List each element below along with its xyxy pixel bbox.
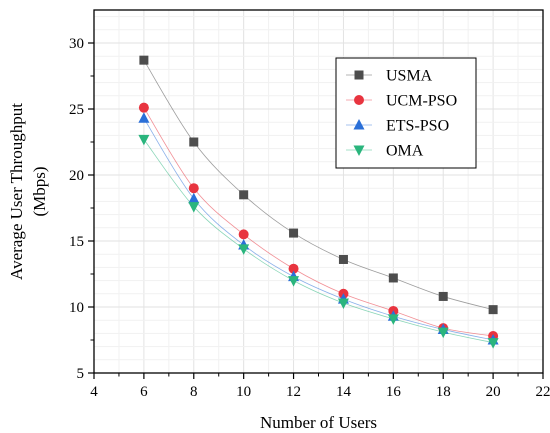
x-tick-label: 8	[190, 384, 198, 400]
legend-item-ets-pso: ETS-PSO	[346, 118, 449, 135]
data-point-usma	[289, 228, 299, 238]
x-tick-label: 18	[436, 384, 451, 400]
data-point-ets-pso	[188, 192, 200, 204]
y-tick-label: 25	[69, 102, 84, 118]
x-tick-label: 16	[386, 384, 402, 400]
series-usma	[139, 55, 498, 315]
data-point-usma	[139, 55, 149, 65]
y-axis-title-line-1: Average User Throughput	[7, 103, 26, 280]
legend-marker-ucm-pso	[354, 95, 364, 105]
plot-series	[138, 55, 499, 349]
y-tick-label: 15	[69, 234, 84, 250]
data-point-oma	[387, 314, 399, 325]
data-point-oma	[188, 202, 200, 213]
legend-marker-ets-pso	[353, 119, 365, 130]
legend-item-usma: USMA	[346, 68, 433, 85]
x-tick-label: 10	[236, 384, 251, 400]
legend-label: OMA	[386, 143, 424, 160]
legend-marker-oma	[353, 145, 365, 156]
legend-label: USMA	[386, 68, 433, 85]
x-tick-label: 12	[286, 384, 301, 400]
data-point-oma	[487, 338, 499, 349]
x-tick-label: 20	[486, 384, 501, 400]
legend-item-ucm-pso: UCM-PSO	[346, 93, 457, 110]
data-point-usma	[488, 305, 498, 315]
data-point-oma	[288, 276, 300, 287]
x-tick-label: 4	[90, 384, 98, 400]
x-tick-label: 6	[140, 384, 148, 400]
legend: USMA UCM-PSO ETS-PSO OMA	[335, 57, 477, 169]
x-tick-label: 14	[336, 384, 352, 400]
data-point-usma	[338, 254, 348, 264]
x-axis-title: Number of Users	[260, 413, 377, 432]
data-point-ucm-pso	[188, 183, 199, 194]
legend-label: UCM-PSO	[386, 93, 457, 110]
data-point-usma	[438, 291, 448, 301]
data-point-oma	[138, 134, 150, 146]
data-point-ucm-pso	[138, 102, 149, 113]
data-point-usma	[239, 190, 249, 200]
axis-ticks: 4 6 8 10 12 14 16 18 20 22 5 10 15 20 25 30	[69, 36, 550, 400]
legend-marker-usma	[354, 70, 364, 80]
x-tick-label: 22	[536, 384, 550, 400]
data-point-usma	[189, 137, 199, 147]
y-tick-label: 30	[69, 36, 84, 52]
y-axis-title-line-2: (Mbps)	[30, 166, 49, 216]
data-point-ucm-pso	[238, 229, 249, 240]
data-point-oma	[238, 244, 250, 255]
data-point-usma	[388, 273, 398, 283]
series-oma	[138, 134, 499, 349]
data-point-ucm-pso	[288, 263, 299, 274]
y-tick-label: 10	[69, 300, 84, 316]
y-tick-label: 20	[69, 168, 84, 184]
data-point-oma	[337, 298, 349, 310]
data-point-oma	[437, 327, 449, 339]
legend-item-oma: OMA	[346, 143, 424, 160]
data-point-ets-pso	[138, 112, 150, 123]
legend-label: ETS-PSO	[386, 118, 449, 135]
y-tick-label: 5	[77, 366, 85, 382]
